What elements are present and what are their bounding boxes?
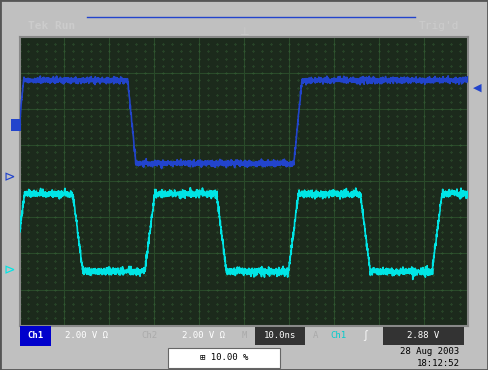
Bar — [255, 327, 305, 345]
Text: Tek Run: Tek Run — [28, 21, 76, 31]
Text: ⊳: ⊳ — [4, 171, 16, 185]
Text: Ch1: Ch1 — [27, 331, 43, 340]
Text: 10.0ns: 10.0ns — [264, 331, 296, 340]
Text: 18:12:52: 18:12:52 — [416, 360, 460, 369]
Text: Ch1: Ch1 — [330, 331, 346, 340]
Text: 2.00 V Ω: 2.00 V Ω — [182, 331, 225, 340]
Text: ⊥: ⊥ — [239, 27, 249, 37]
Text: 2.00 V Ω: 2.00 V Ω — [65, 331, 108, 340]
Text: ⊳: ⊳ — [4, 263, 16, 277]
Text: Trig'd: Trig'd — [419, 21, 460, 31]
Text: ◀: ◀ — [473, 83, 482, 93]
Text: 28 Aug 2003: 28 Aug 2003 — [400, 347, 460, 356]
Text: Ch2: Ch2 — [142, 331, 158, 340]
Bar — [20, 326, 51, 346]
Text: ⊞ 10.00 %: ⊞ 10.00 % — [200, 353, 248, 363]
Text: A: A — [313, 331, 319, 340]
Bar — [383, 327, 464, 345]
Text: ∫: ∫ — [362, 330, 368, 341]
Bar — [168, 349, 280, 368]
Text: ❶: ❶ — [12, 120, 20, 130]
Text: 2.88 V: 2.88 V — [407, 331, 440, 340]
Text: M: M — [241, 331, 247, 340]
